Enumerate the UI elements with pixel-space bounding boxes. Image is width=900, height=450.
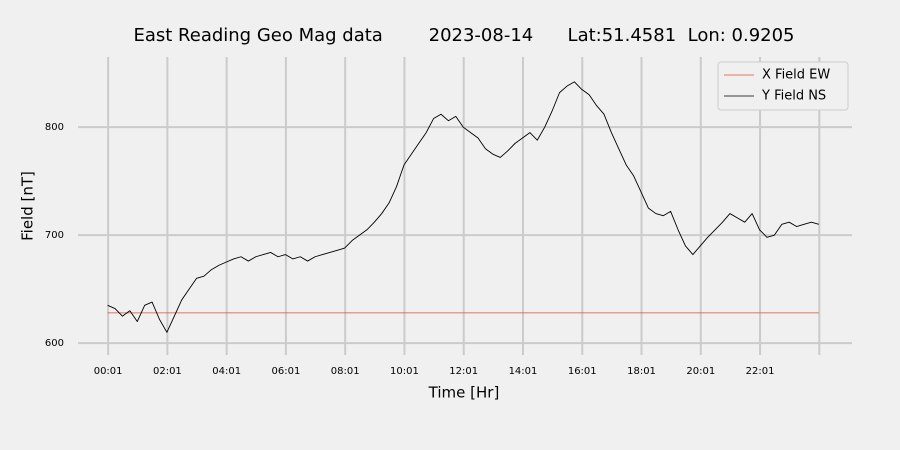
x-tick-label: 14:01 xyxy=(509,366,538,377)
x-tick-label: 06:01 xyxy=(272,366,301,377)
legend-label: X Field EW xyxy=(762,68,830,83)
x-tick-label: 00:01 xyxy=(94,366,123,377)
legend: X Field EW Y Field NS xyxy=(717,61,849,111)
y-tick-label: 800 xyxy=(45,122,64,133)
legend-box xyxy=(717,61,849,111)
x-tick-label: 22:01 xyxy=(746,366,775,377)
x-tick-label: 04:01 xyxy=(212,366,241,377)
x-tick-label: 12:01 xyxy=(449,366,478,377)
x-axis-label: Time [Hr] xyxy=(428,384,500,402)
x-tick-label: 18:01 xyxy=(627,366,656,377)
chart-title: East Reading Geo Mag data 2023-08-14 Lat… xyxy=(133,25,794,46)
x-tick-label: 16:01 xyxy=(568,366,597,377)
data-line xyxy=(107,81,819,333)
y-tick-label: 700 xyxy=(45,230,64,241)
x-tick-label: 20:01 xyxy=(686,366,715,377)
legend-label: Y Field NS xyxy=(761,89,826,104)
x-tick-label: 02:01 xyxy=(153,366,182,377)
x-tick-label: 08:01 xyxy=(331,366,360,377)
y-tick-label: 600 xyxy=(45,338,64,349)
y-axis-label: Field [nT] xyxy=(19,171,37,241)
x-tick-label: 10:01 xyxy=(390,366,419,377)
